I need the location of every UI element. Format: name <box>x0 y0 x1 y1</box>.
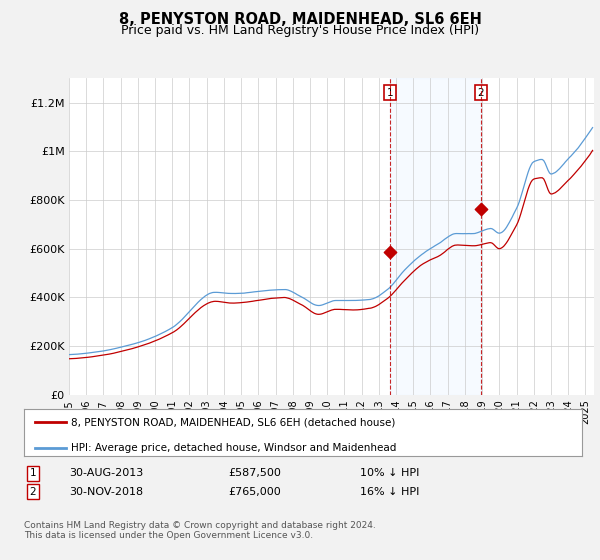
Point <box>476 204 485 213</box>
Text: HPI: Average price, detached house, Windsor and Maidenhead: HPI: Average price, detached house, Wind… <box>71 443 397 453</box>
Text: 1: 1 <box>387 87 394 97</box>
Text: 2: 2 <box>478 87 484 97</box>
Text: Contains HM Land Registry data © Crown copyright and database right 2024.
This d: Contains HM Land Registry data © Crown c… <box>24 521 376 540</box>
Text: 8, PENYSTON ROAD, MAIDENHEAD, SL6 6EH: 8, PENYSTON ROAD, MAIDENHEAD, SL6 6EH <box>119 12 481 27</box>
Text: 30-NOV-2018: 30-NOV-2018 <box>69 487 143 497</box>
Text: £587,500: £587,500 <box>228 468 281 478</box>
Text: 16% ↓ HPI: 16% ↓ HPI <box>360 487 419 497</box>
Text: £765,000: £765,000 <box>228 487 281 497</box>
Bar <box>391 78 481 395</box>
Text: 1: 1 <box>29 468 37 478</box>
Text: 2: 2 <box>29 487 37 497</box>
Text: 8, PENYSTON ROAD, MAIDENHEAD, SL6 6EH (detached house): 8, PENYSTON ROAD, MAIDENHEAD, SL6 6EH (d… <box>71 417 396 427</box>
Text: 10% ↓ HPI: 10% ↓ HPI <box>360 468 419 478</box>
Text: Price paid vs. HM Land Registry's House Price Index (HPI): Price paid vs. HM Land Registry's House … <box>121 24 479 36</box>
Text: 30-AUG-2013: 30-AUG-2013 <box>69 468 143 478</box>
Point <box>386 248 395 256</box>
